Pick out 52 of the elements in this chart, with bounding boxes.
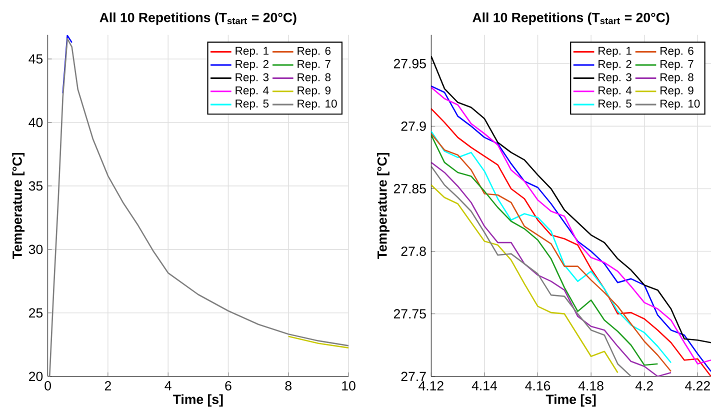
- y-tick-label: 20: [29, 372, 43, 381]
- legend-label: Rep. 7: [660, 60, 694, 70]
- y-tick-label: 27.8: [401, 246, 426, 256]
- y-axis-title: Temperature [°C]: [377, 152, 390, 259]
- chart-title: All 10 Repetitions (T$_{start}$ = 20°C): [472, 12, 670, 25]
- x-tick-label: 10: [342, 380, 356, 390]
- x-tick-label: 4.16: [525, 380, 550, 390]
- x-tick-label: 4.18: [578, 380, 604, 390]
- legend-label: Rep. 5: [236, 100, 269, 110]
- y-tick-label: 45: [28, 54, 43, 64]
- y-tick-label: 30: [28, 244, 43, 254]
- legend-label: Rep. 8: [298, 73, 331, 84]
- x-tick-label: 0: [44, 380, 51, 390]
- y-tick-label: 35: [28, 181, 43, 191]
- x-axis-title: Time [s]: [172, 394, 223, 407]
- legend-label: Rep. 5: [598, 100, 632, 110]
- legend-label: Rep. 2: [598, 60, 632, 70]
- line-series: [431, 165, 632, 376]
- chart-title: All 10 Repetitions (T$_{start}$ = 20°C): [100, 12, 296, 25]
- legend-label: Rep. 6: [298, 46, 331, 57]
- x-tick-label: 8: [285, 380, 292, 390]
- x-tick-label: 4.2: [635, 380, 653, 390]
- legend-label: Rep. 1: [236, 46, 269, 57]
- legend-label: Rep. 9: [298, 86, 331, 97]
- legend-label: Rep. 9: [660, 86, 694, 97]
- x-tick-label: 4: [164, 380, 172, 390]
- x-tick-label: 4.22: [685, 380, 710, 390]
- legend-label: Rep. 10: [298, 100, 337, 110]
- y-axis-title: Temperature [°C]: [12, 152, 25, 259]
- y-tick-label: 27.85: [394, 184, 426, 194]
- y-tick-label: 27.9: [401, 121, 426, 131]
- x-tick-label: 2: [104, 380, 111, 390]
- x-axis-title: Time [s]: [546, 394, 596, 407]
- line-series: [48, 38, 349, 376]
- x-tick-label: 6: [225, 380, 232, 390]
- y-tick-label: 27.75: [394, 309, 426, 318]
- x-tick-label: 4.14: [472, 380, 497, 390]
- legend-label: Rep. 8: [660, 73, 694, 84]
- legend-label: Rep. 4: [236, 86, 269, 96]
- legend-label: Rep. 4: [598, 86, 632, 96]
- legend-label: Rep. 6: [660, 46, 694, 57]
- x-tick-label: 4.12: [418, 380, 444, 390]
- y-tick-label: 27.95: [394, 58, 426, 68]
- y-tick-label: 27.7: [401, 372, 426, 381]
- legend-label: Rep. 7: [298, 60, 330, 70]
- legend-label: Rep. 3: [236, 73, 269, 84]
- legend-label: Rep. 1: [598, 46, 632, 57]
- y-tick-label: 40: [28, 118, 43, 128]
- legend-label: Rep. 2: [236, 60, 268, 70]
- legend-label: Rep. 10: [660, 100, 700, 110]
- y-tick-label: 25: [29, 308, 43, 318]
- legend-label: Rep. 3: [598, 73, 632, 84]
